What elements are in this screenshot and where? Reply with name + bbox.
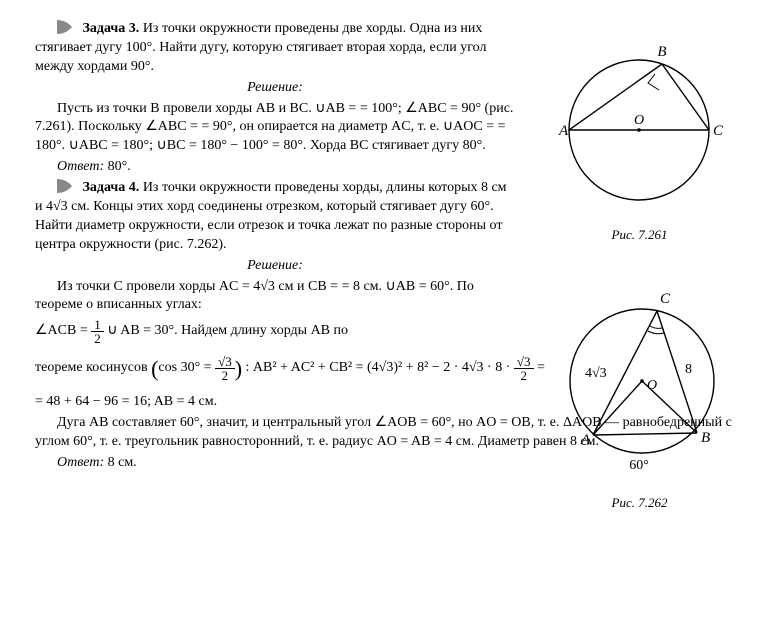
figure-1-caption: Рис. 7.261 bbox=[547, 226, 732, 244]
figure-2-caption: Рис. 7.262 bbox=[547, 494, 732, 512]
problem-4: Задача 4. Из точки окружности проведены … bbox=[35, 179, 515, 345]
answer-1: 80°. bbox=[104, 159, 131, 174]
answer-label-2: Ответ: bbox=[57, 455, 104, 470]
circle-diagram-2: C A B O 4√3 8 60° bbox=[547, 273, 732, 483]
label-A2: A bbox=[580, 432, 591, 448]
figure-7-262: C A B O 4√3 8 60° Рис. 7.262 bbox=[547, 273, 732, 511]
answer-label-1: Ответ: bbox=[57, 159, 104, 174]
label-A: A bbox=[558, 123, 569, 139]
bullet-icon bbox=[57, 20, 73, 34]
circle-diagram-1: B A C O bbox=[547, 20, 732, 215]
label-side2: 8 bbox=[685, 362, 692, 377]
label-O: O bbox=[634, 113, 644, 128]
label-C: C bbox=[713, 123, 724, 139]
solution-label-1: Решение: bbox=[35, 79, 515, 98]
label-B: B bbox=[657, 44, 666, 60]
problem-3: Задача 3. Из точки окружности проведены … bbox=[35, 20, 515, 177]
figure-7-261: B A C O Рис. 7.261 bbox=[547, 20, 732, 243]
label-O2: O bbox=[647, 378, 657, 393]
fraction-half: 1 2 bbox=[91, 318, 104, 345]
label-B2: B bbox=[701, 430, 710, 446]
fraction-sqrt3-2b: √3 2 bbox=[514, 355, 534, 382]
fraction-sqrt3-2a: √3 2 bbox=[215, 355, 235, 382]
label-side1: 4√3 bbox=[585, 366, 607, 381]
problem-4-title: Задача 4. bbox=[83, 180, 140, 195]
bullet-icon bbox=[57, 179, 73, 193]
solution-label-2: Решение: bbox=[35, 257, 515, 276]
cos30-text: cos 30° = bbox=[158, 360, 215, 375]
problem-3-title: Задача 3. bbox=[83, 21, 140, 36]
label-arc: 60° bbox=[629, 458, 649, 473]
problem-4-sol-1: Из точки C провели хорды AC = 4√3 см и C… bbox=[35, 278, 515, 316]
answer-2: 8 см. bbox=[104, 455, 137, 470]
label-C2: C bbox=[660, 291, 671, 307]
problem-3-solution: Пусть из точки B провели хорды AB и BC. … bbox=[35, 100, 515, 157]
problem-4-sol-2: ∠ACB = 1 2 ∪ AB = 30°. Найдем длину хорд… bbox=[35, 317, 515, 345]
